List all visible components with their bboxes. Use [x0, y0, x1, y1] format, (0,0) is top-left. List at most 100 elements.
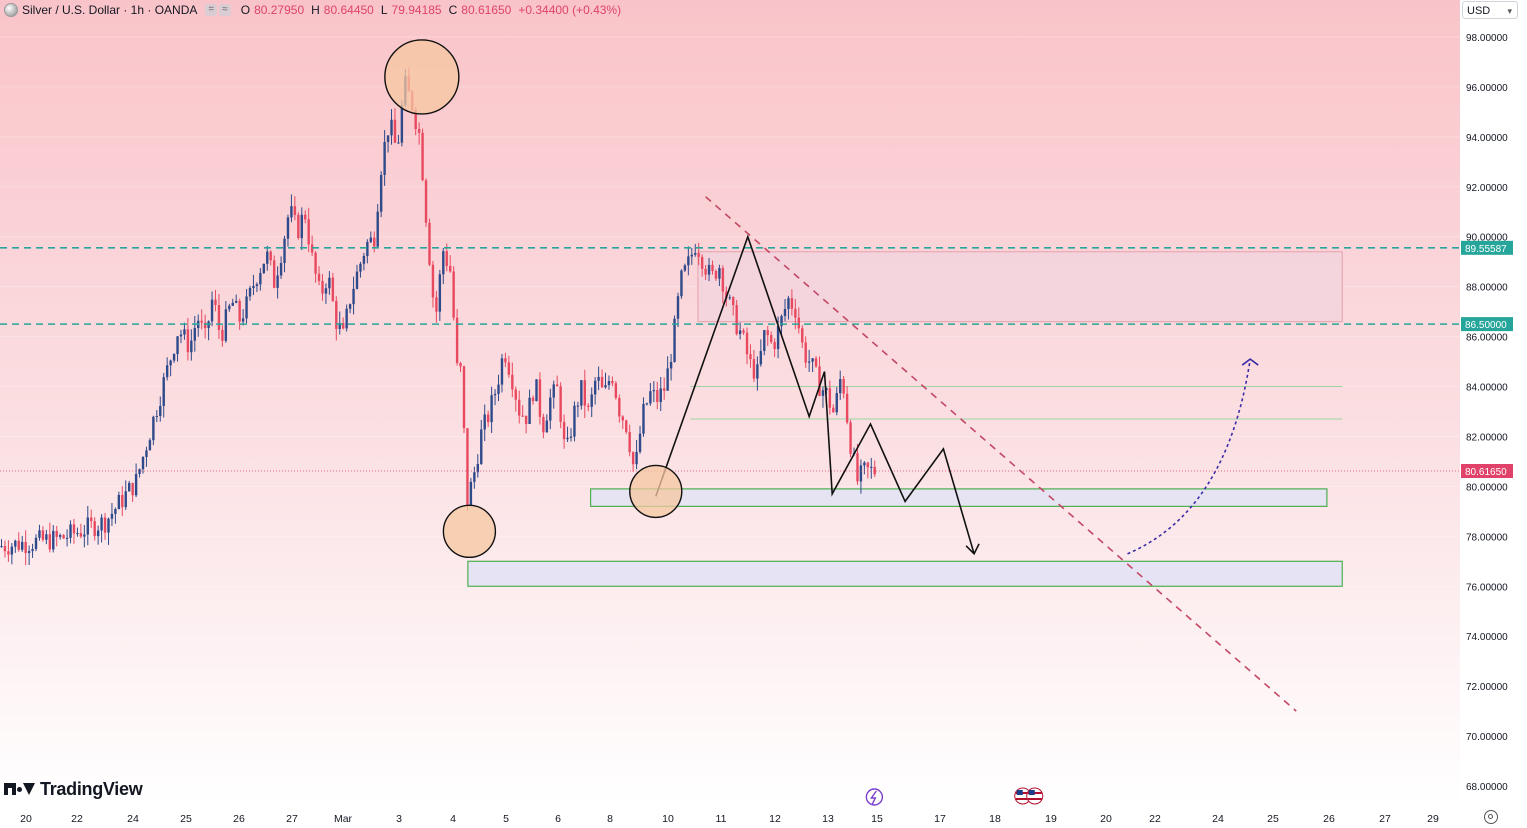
- candle-body: [348, 304, 352, 309]
- x-tick-label: 19: [1045, 813, 1057, 825]
- candle-body: [96, 530, 100, 537]
- candle-body: [656, 390, 659, 403]
- candle-body: [335, 300, 338, 329]
- candle-body: [62, 535, 65, 539]
- candle-body: [773, 342, 776, 350]
- candle-body: [134, 473, 138, 496]
- candle-body: [555, 384, 559, 387]
- candle-body: [38, 530, 41, 538]
- candle-body: [821, 390, 825, 396]
- candle-body: [870, 466, 873, 468]
- candle-body: [611, 380, 614, 384]
- y-tick-label: 86.00000: [1466, 333, 1508, 344]
- approx-icon[interactable]: ≈: [219, 4, 231, 16]
- candle-body: [228, 305, 231, 310]
- candle-body: [279, 263, 283, 276]
- candle-body: [276, 275, 279, 288]
- candle-body: [500, 358, 504, 385]
- equals-icon[interactable]: =: [205, 4, 218, 16]
- candle-body: [493, 393, 497, 396]
- candle-body: [448, 265, 452, 272]
- candle-body: [455, 317, 459, 364]
- candle-body: [379, 174, 383, 212]
- candle-body: [190, 340, 193, 353]
- y-tick-label: 72.00000: [1466, 682, 1508, 693]
- y-tick-label: 88.00000: [1466, 283, 1508, 294]
- candle-body: [856, 453, 859, 482]
- candle-body: [293, 206, 297, 215]
- candle-body: [718, 268, 721, 279]
- candle-body: [86, 517, 89, 535]
- candle-body: [359, 263, 362, 272]
- candle-body: [286, 217, 290, 239]
- candle-body: [272, 260, 276, 288]
- y-tick-label: 84.00000: [1466, 383, 1508, 394]
- candle-body: [65, 537, 69, 539]
- candle-body: [172, 354, 176, 361]
- candle-body: [414, 110, 417, 129]
- candle-body: [383, 142, 386, 175]
- symbol-title[interactable]: Silver / U.S. Dollar · 1h · OANDA: [22, 3, 198, 17]
- candle-body: [732, 297, 735, 306]
- candle-body: [804, 342, 807, 363]
- candle-body: [714, 271, 718, 279]
- candle-body: [400, 105, 404, 143]
- gear-icon[interactable]: [1484, 810, 1498, 824]
- currency-select[interactable]: USD ▾: [1462, 1, 1518, 19]
- candle-body: [93, 521, 96, 537]
- candle-body: [159, 405, 162, 417]
- candle-body: [863, 462, 866, 466]
- candle-body: [90, 517, 93, 522]
- candle-body: [314, 252, 317, 274]
- high-label: H: [311, 3, 320, 17]
- y-tick-label: 94.00000: [1466, 133, 1508, 144]
- candle-body: [590, 394, 593, 407]
- candle-body: [597, 376, 600, 381]
- candle-body: [652, 390, 656, 392]
- candle-body: [832, 407, 835, 413]
- candle-body: [528, 397, 531, 424]
- y-tick-label: 76.00000: [1466, 582, 1508, 593]
- candle-body: [780, 316, 783, 327]
- candle-body: [338, 323, 341, 329]
- candle-body: [614, 383, 618, 398]
- candle-body: [469, 481, 473, 506]
- candle-body: [580, 380, 583, 406]
- y-tick-label: 98.00000: [1466, 33, 1508, 44]
- candle-body: [231, 302, 234, 306]
- chevron-down-icon: ▾: [1507, 6, 1512, 16]
- candle-body: [794, 308, 797, 318]
- silver-coin-icon: [4, 3, 18, 17]
- candle-body: [497, 384, 500, 394]
- candle-body: [721, 268, 725, 292]
- low-label: L: [380, 3, 388, 17]
- high-value: 80.64450: [323, 3, 374, 17]
- candle-body: [24, 542, 27, 554]
- indicator-pills[interactable]: = ≈: [205, 4, 231, 16]
- candle-body: [34, 537, 38, 550]
- price-axis-background: [1460, 0, 1527, 828]
- candle-body: [193, 328, 196, 341]
- circle-low-mar8: [629, 464, 683, 519]
- candle-body: [203, 322, 207, 329]
- candle-body: [749, 354, 752, 360]
- candle-body: [521, 415, 524, 417]
- candle-body: [569, 436, 573, 438]
- time-axis-background: [0, 805, 1460, 828]
- flag-canton: [1016, 790, 1023, 795]
- change-value: +0.34400 (+0.43%): [518, 3, 622, 17]
- candle-body: [618, 397, 621, 417]
- tradingview-logo[interactable]: TradingView: [4, 778, 143, 800]
- x-tick-label: 27: [286, 813, 298, 825]
- candle-body: [873, 466, 876, 475]
- candle-body: [697, 253, 700, 257]
- dashed-level-lower-label: 86.50000: [1465, 320, 1507, 331]
- candle-body: [107, 518, 110, 533]
- candle-body: [55, 530, 58, 537]
- candle-body: [3, 546, 7, 552]
- candle-body: [814, 358, 818, 367]
- wave-path: [655, 234, 975, 555]
- x-tick-label: 3: [396, 813, 402, 825]
- candle-body: [483, 414, 486, 430]
